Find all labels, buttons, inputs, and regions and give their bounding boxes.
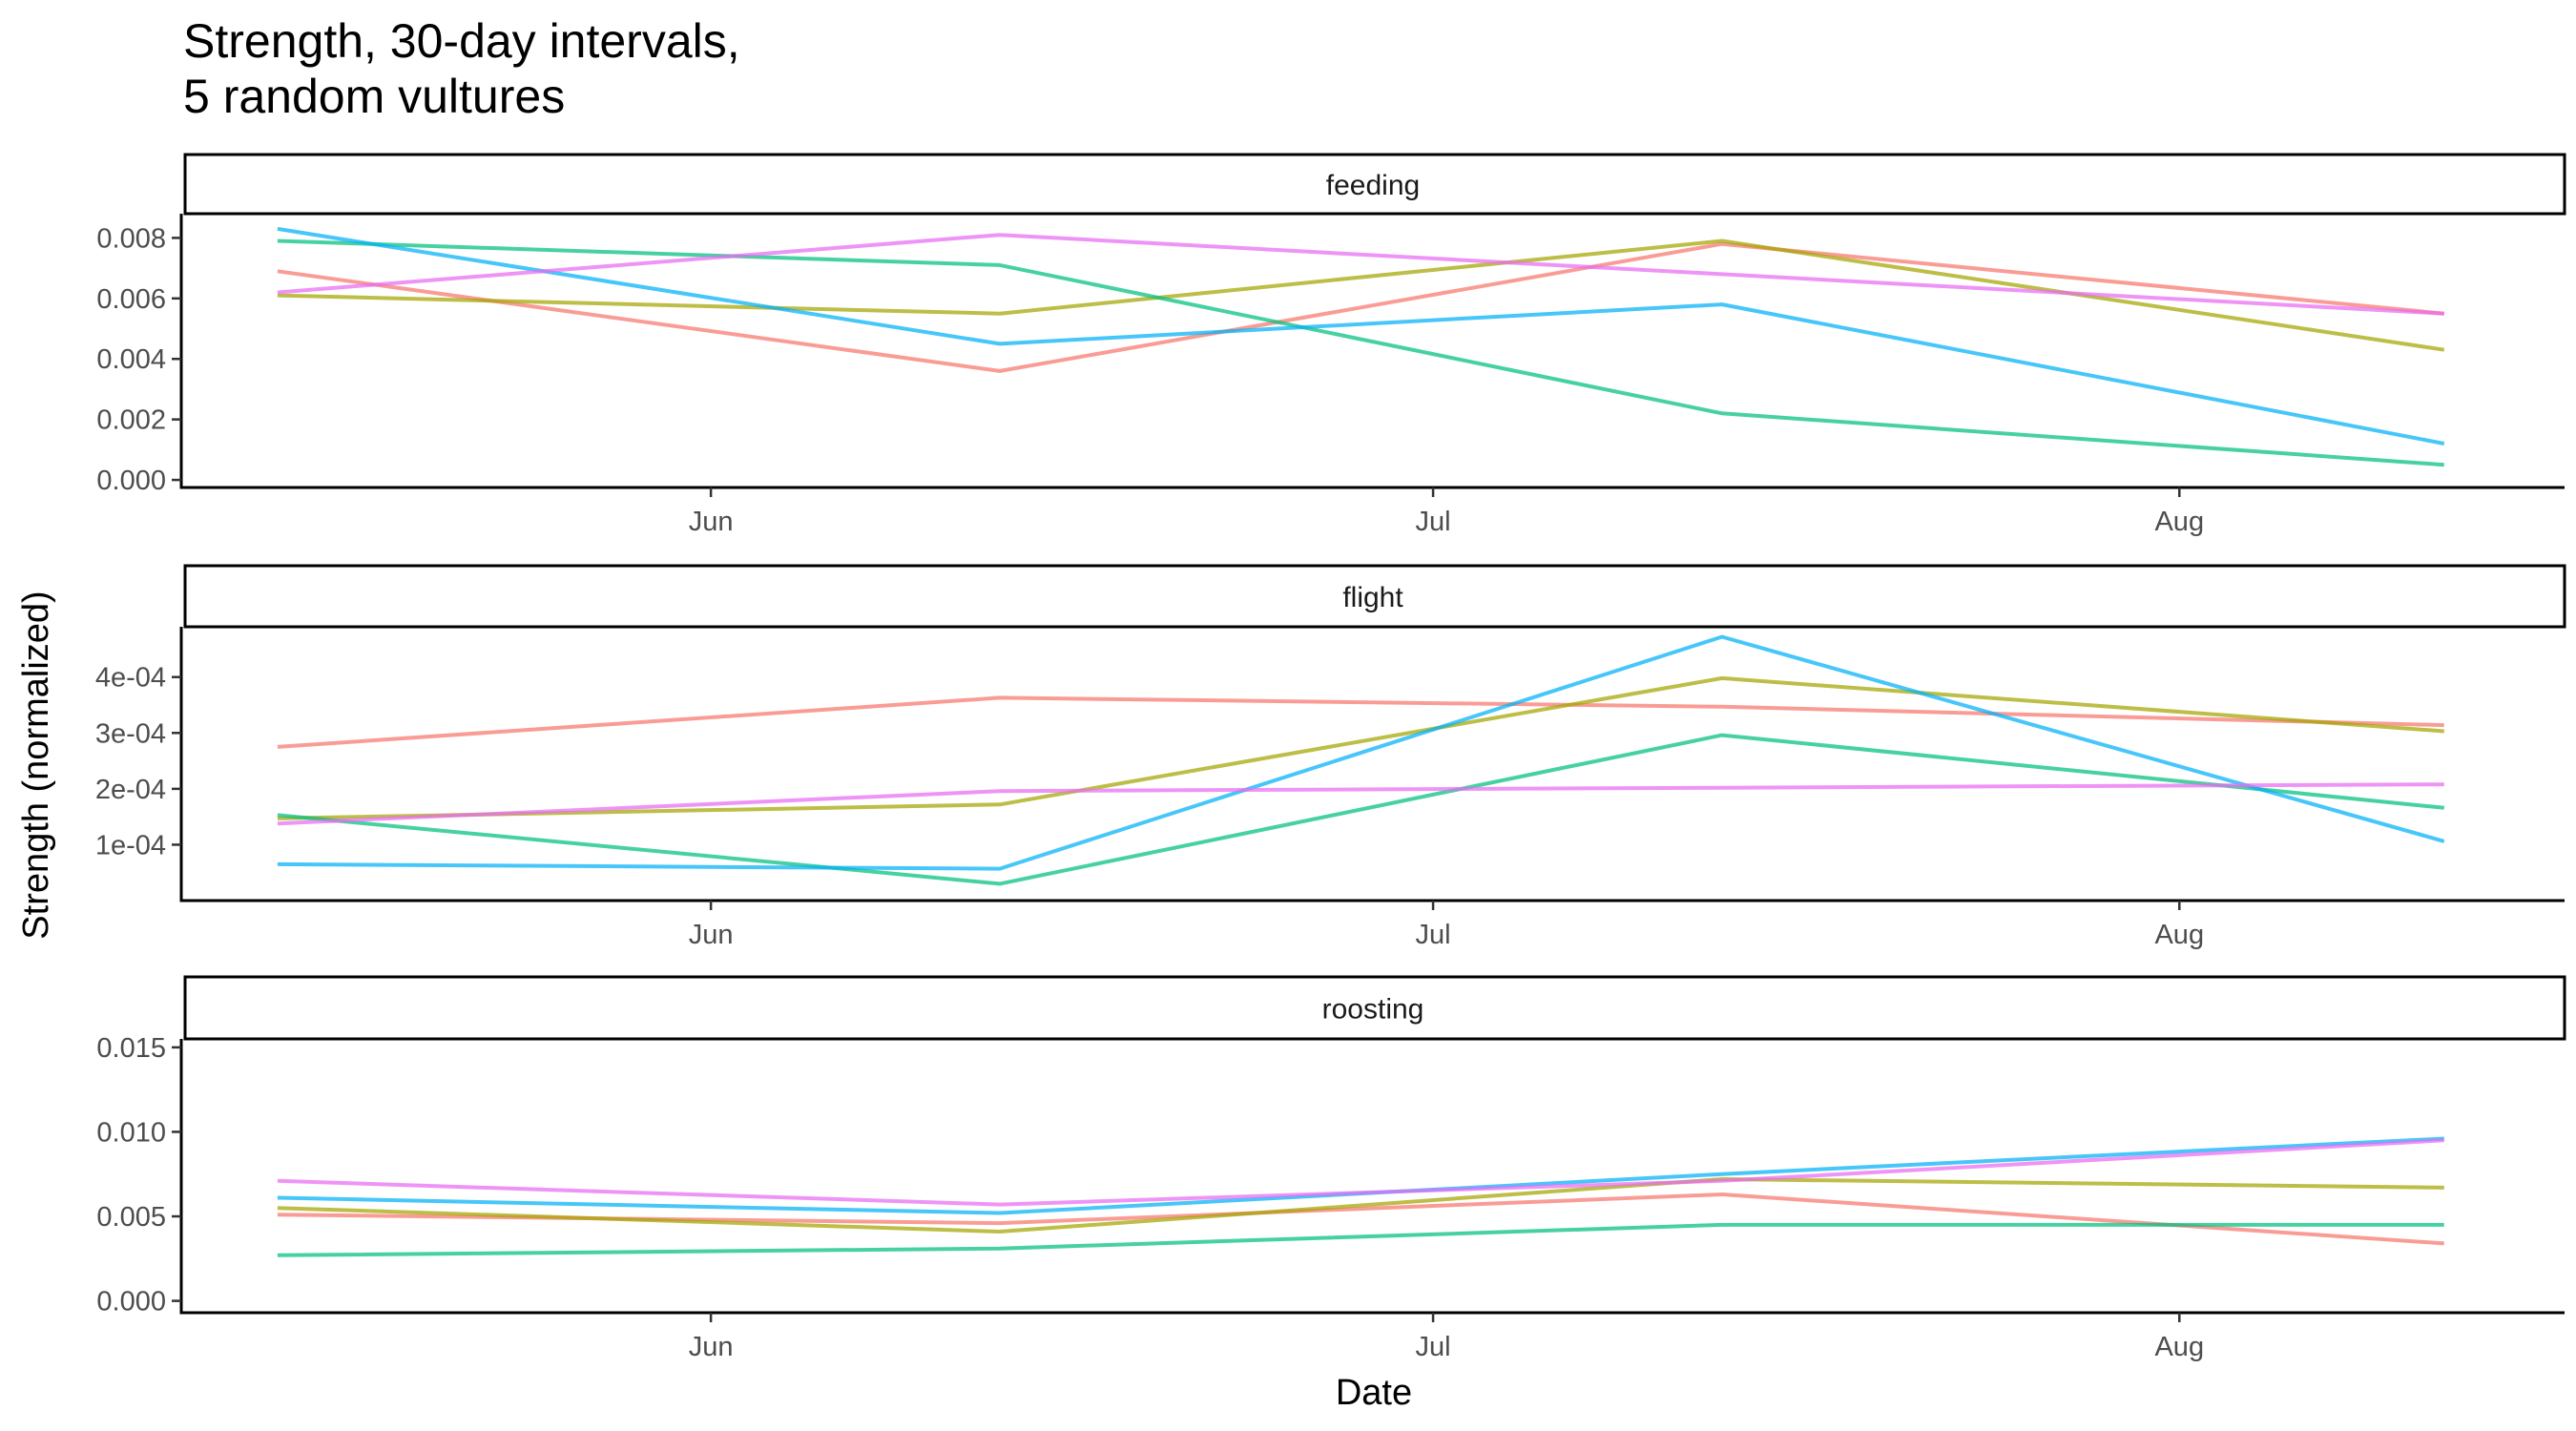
x-tick-label: Aug bbox=[2154, 1332, 2204, 1362]
x-tick-label: Jul bbox=[1416, 507, 1451, 537]
facet-strip bbox=[183, 153, 2566, 216]
chart-title-line-2: 5 random vultures bbox=[183, 70, 565, 123]
series-line-4 bbox=[277, 1136, 2444, 1215]
facet-strip-label: flight bbox=[1342, 582, 1403, 613]
series-line-5 bbox=[277, 782, 2444, 826]
x-tick-label: Aug bbox=[2154, 920, 2204, 950]
y-tick-label: 0.002 bbox=[96, 405, 166, 436]
y-tick-label: 4e-04 bbox=[95, 663, 166, 694]
facet-roosting: roosting 0.000 0.005 0.010 0.015 Jun Jul Aug bbox=[96, 975, 2566, 1362]
x-tick-label: Jun bbox=[689, 1332, 734, 1362]
series-line-5 bbox=[277, 1138, 2444, 1207]
facet-strip bbox=[183, 564, 2566, 629]
y-tick-label: 0.010 bbox=[96, 1117, 166, 1148]
facet-strip-label: feeding bbox=[1326, 170, 1420, 201]
x-tick-label: Aug bbox=[2154, 507, 2204, 537]
series-line-2 bbox=[277, 675, 2444, 820]
series-line-1 bbox=[277, 695, 2444, 749]
series-line-4 bbox=[277, 634, 2445, 871]
series-line-4 bbox=[277, 226, 2445, 446]
series-line-3 bbox=[277, 733, 2445, 886]
chart-title-line-1: Strength, 30-day intervals, bbox=[183, 14, 740, 68]
series-line-5 bbox=[277, 233, 2444, 316]
facet-strip bbox=[183, 975, 2566, 1041]
y-tick-label: 2e-04 bbox=[95, 775, 166, 805]
x-tick-label: Jul bbox=[1416, 1332, 1451, 1362]
y-tick-label: 1e-04 bbox=[95, 830, 166, 861]
y-tick-label: 3e-04 bbox=[95, 718, 166, 749]
y-tick-label: 0.000 bbox=[96, 466, 166, 496]
x-tick-label: Jun bbox=[689, 920, 734, 950]
series-line-3 bbox=[277, 1222, 2444, 1257]
facet-panels: feeding 0.000 0.002 0.004 0.006 0.008 Jun Jul Au… bbox=[95, 153, 2566, 1362]
y-tick-label: 0.015 bbox=[96, 1033, 166, 1064]
y-axis-title: Strength (normalized) bbox=[16, 591, 56, 939]
x-tick-label: Jul bbox=[1416, 920, 1451, 950]
y-tick-label: 0.006 bbox=[96, 284, 166, 315]
y-tick-label: 0.000 bbox=[96, 1287, 166, 1317]
series-line-1 bbox=[277, 241, 2444, 373]
facet-flight: flight 1e-04 2e-04 3e-04 4e-04 Jun Jul Aug bbox=[95, 564, 2566, 950]
series-line-2 bbox=[277, 1177, 2444, 1234]
facet-strip-label: roosting bbox=[1322, 994, 1424, 1026]
y-tick-label: 0.008 bbox=[96, 223, 166, 254]
x-tick-label: Jun bbox=[689, 507, 734, 537]
facet-feeding: feeding 0.000 0.002 0.004 0.006 0.008 Jun Jul Au… bbox=[96, 153, 2566, 537]
y-tick-label: 0.004 bbox=[96, 344, 166, 375]
x-axis-title: Date bbox=[1336, 1373, 1412, 1413]
series-line-3 bbox=[277, 238, 2444, 467]
y-tick-label: 0.005 bbox=[96, 1202, 166, 1233]
